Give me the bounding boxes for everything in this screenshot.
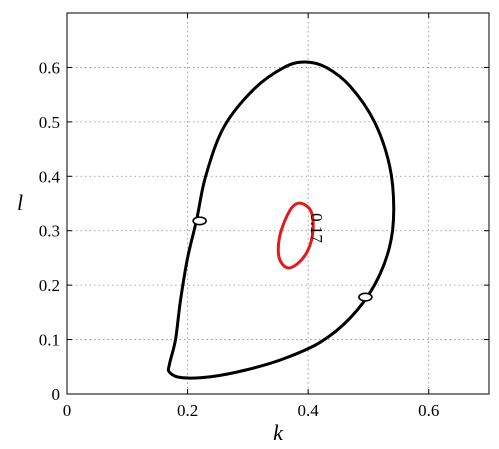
plot-frame bbox=[66, 12, 490, 395]
y-tick-label: 0.4 bbox=[39, 167, 61, 186]
curve-marker bbox=[358, 292, 373, 302]
y-tick-label: 0.2 bbox=[39, 276, 60, 295]
x-tick-label: 0.6 bbox=[418, 401, 439, 420]
x-axis-label: k bbox=[273, 420, 284, 445]
x-axis-ticks: 0 0.2 0.4 0.6 bbox=[63, 13, 439, 420]
plot-area bbox=[67, 13, 489, 394]
y-tick-label: 0.6 bbox=[39, 58, 60, 77]
red-contour-curve bbox=[276, 201, 315, 270]
x-tick-label: 0.4 bbox=[298, 401, 320, 420]
curve-marker bbox=[192, 216, 207, 226]
grid-lines bbox=[67, 13, 489, 394]
contour-value-label: 0.17 bbox=[307, 213, 326, 243]
contour-labels: 0.17 bbox=[307, 213, 326, 243]
y-axis-label: l bbox=[17, 190, 23, 215]
x-tick-label: 0.2 bbox=[177, 401, 198, 420]
y-tick-label: 0.5 bbox=[39, 113, 60, 132]
y-tick-label: 0 bbox=[52, 385, 61, 404]
y-axis-ticks: 0 0.1 0.2 0.3 0.4 0.5 0.6 bbox=[39, 58, 489, 404]
black-contour-curve bbox=[166, 60, 396, 380]
y-tick-label: 0.1 bbox=[39, 331, 60, 350]
y-tick-label: 0.3 bbox=[39, 222, 60, 241]
curve-markers bbox=[192, 216, 373, 302]
x-tick-label: 0 bbox=[63, 401, 72, 420]
contour-curves bbox=[166, 60, 396, 380]
